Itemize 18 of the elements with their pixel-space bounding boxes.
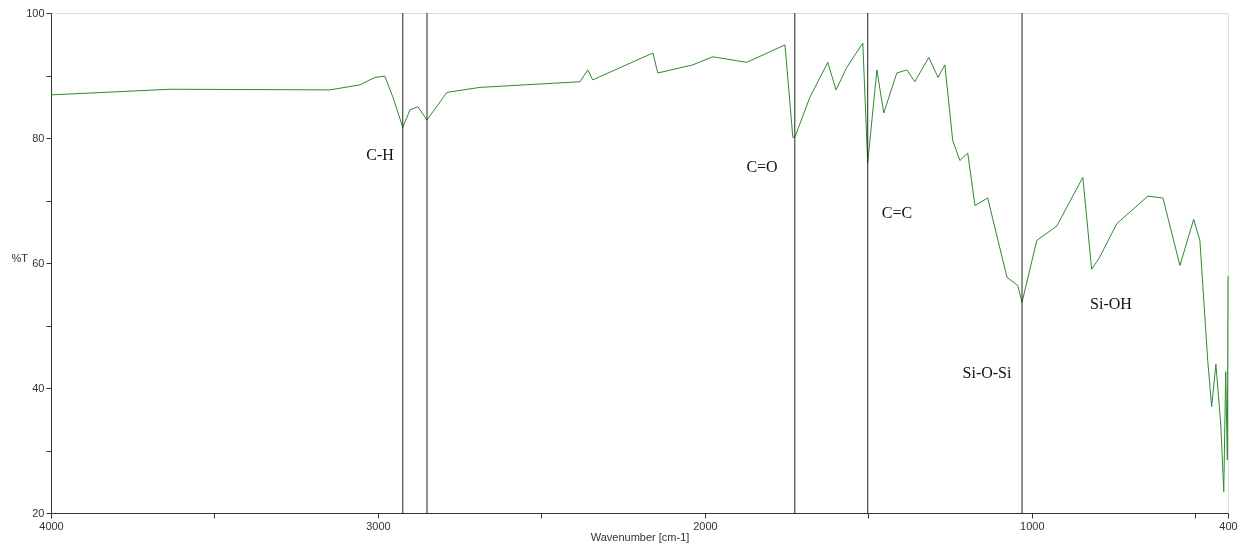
x-tick-label: 400 — [1219, 519, 1238, 532]
x-tick-label: 1000 — [1020, 519, 1045, 532]
annotation: C=C — [881, 204, 913, 221]
x-tick-label: 2000 — [693, 519, 718, 532]
y-tick-label: 20 — [32, 506, 45, 519]
annotation: Si-O-Si — [962, 364, 1012, 381]
x-axis-title: Wavenumber [cm-1] — [590, 530, 690, 543]
line-series — [50, 42, 1229, 493]
y-tick-label: 80 — [32, 131, 45, 144]
annotation: C-H — [366, 146, 395, 163]
y-tick-label: 40 — [32, 381, 45, 394]
y-tick-label: 100 — [26, 6, 45, 19]
y-axis-title: %T — [11, 251, 29, 264]
annotation: C=O — [746, 158, 778, 175]
x-tick-label: 3000 — [366, 519, 391, 532]
x-tick-label: 4000 — [39, 519, 64, 532]
y-tick-label: 60 — [32, 256, 45, 269]
annotation: Si-OH — [1090, 295, 1133, 312]
